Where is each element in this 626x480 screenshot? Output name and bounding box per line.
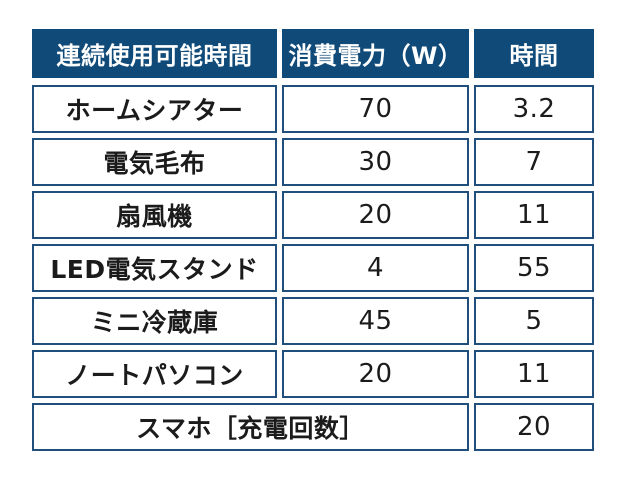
header-power-consumption: 消費電力（W） — [282, 29, 469, 78]
row-4-power: 4 — [282, 244, 469, 292]
row-5-appliance: ミニ冷蔵庫 — [32, 297, 277, 345]
row-2-hours: 7 — [474, 138, 594, 186]
row-4-appliance: LED電気スタンド — [32, 244, 277, 292]
header-appliance: 連続使用可能時間 — [32, 29, 277, 78]
row-3-power: 20 — [282, 191, 469, 239]
row-2-power: 30 — [282, 138, 469, 186]
row-5-power: 45 — [282, 297, 469, 345]
row-6-hours: 11 — [474, 350, 594, 398]
row-smartphone-count: 20 — [474, 403, 594, 451]
header-hours: 時間 — [474, 29, 594, 78]
row-smartphone-charges: スマホ［充電回数］ — [32, 403, 469, 451]
row-4-hours: 55 — [474, 244, 594, 292]
row-2-appliance: 電気毛布 — [32, 138, 277, 186]
row-3-appliance: 扇風機 — [32, 191, 277, 239]
row-5-hours: 5 — [474, 297, 594, 345]
row-1-appliance: ホームシアター — [32, 85, 277, 133]
row-1-power: 70 — [282, 85, 469, 133]
row-6-power: 20 — [282, 350, 469, 398]
row-6-appliance: ノートパソコン — [32, 350, 277, 398]
row-3-hours: 11 — [474, 191, 594, 239]
row-1-hours: 3.2 — [474, 85, 594, 133]
